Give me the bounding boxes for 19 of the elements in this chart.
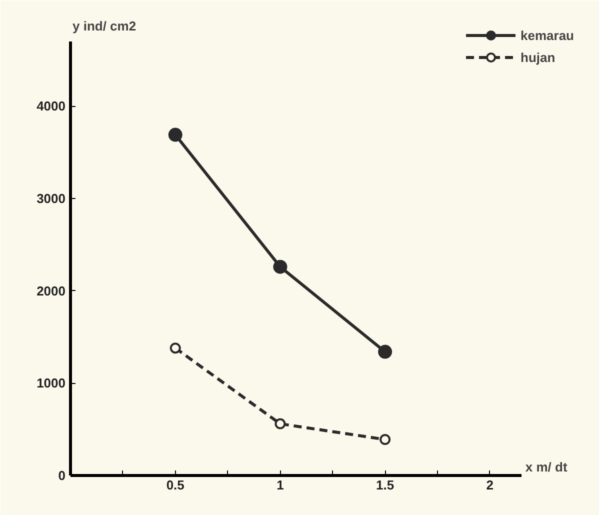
y-axis-title: y ind/ cm2: [72, 18, 136, 34]
point: [378, 344, 392, 359]
y-tick-label: 4000: [36, 98, 66, 114]
point: [380, 434, 391, 445]
x-tick-label: 0.5: [166, 478, 184, 492]
legend-label: hujan: [520, 50, 556, 64]
y-tick-label: 0: [58, 468, 66, 483]
point: [168, 128, 182, 142]
point: [273, 260, 288, 274]
x-tick-label: 2: [486, 478, 494, 492]
point: [170, 342, 181, 354]
x-axis-title: x m/ dt: [525, 460, 568, 474]
point: [274, 418, 286, 430]
y-tick-label: 1000: [36, 376, 66, 391]
x-tick-label: 1.5: [376, 478, 394, 492]
x-tick-label: 1: [276, 478, 284, 492]
y-tick-label: 3000: [36, 191, 66, 206]
legend-label: kemarau: [520, 28, 574, 42]
y-tick-label: 2000: [36, 283, 66, 298]
